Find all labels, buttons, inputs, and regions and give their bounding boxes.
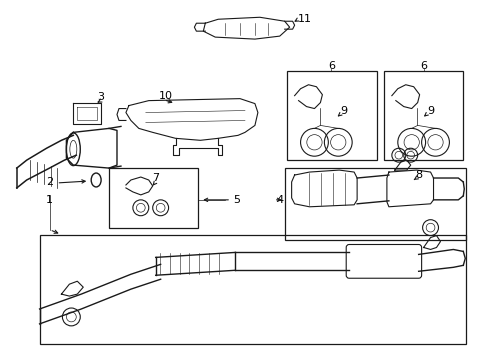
- Bar: [286, 71, 376, 160]
- Text: 6: 6: [419, 61, 426, 71]
- Text: 10: 10: [158, 91, 172, 101]
- Bar: [40, 235, 466, 344]
- Text: 1: 1: [46, 195, 53, 205]
- Text: 9: 9: [426, 105, 433, 116]
- Text: 2: 2: [46, 177, 53, 187]
- Bar: [109, 168, 198, 228]
- Bar: [383, 71, 462, 160]
- Bar: [284, 168, 466, 239]
- Text: 4: 4: [276, 195, 283, 205]
- Text: 11: 11: [297, 14, 311, 24]
- Text: 9: 9: [340, 105, 347, 116]
- Text: 6: 6: [327, 61, 334, 71]
- Text: 5: 5: [233, 195, 240, 205]
- Text: 3: 3: [98, 92, 104, 102]
- Text: 7: 7: [152, 173, 159, 183]
- Text: 8: 8: [414, 170, 421, 180]
